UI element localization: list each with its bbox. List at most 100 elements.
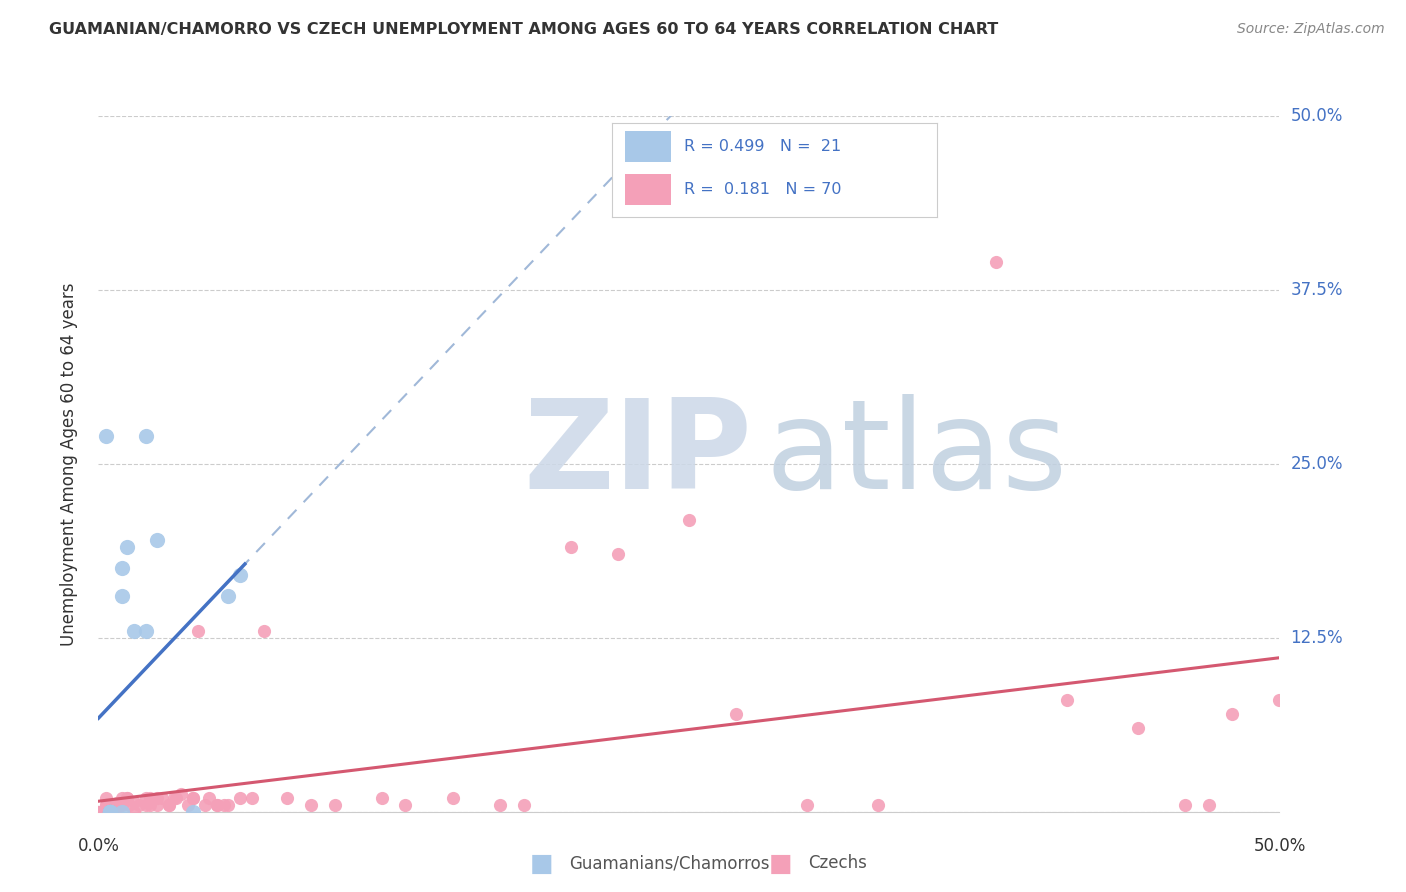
Point [98,805,121,819]
Point [181,790,204,805]
Point [1268,693,1291,707]
Point [98,805,121,819]
Point [87,805,110,819]
Text: Source: ZipAtlas.com: Source: ZipAtlas.com [1237,22,1385,37]
Point [135,790,157,805]
Point [98,805,121,819]
Point [128,797,150,812]
Text: atlas: atlas [766,394,1067,516]
Point [1198,797,1220,812]
Point [94,805,117,819]
Text: 25.0%: 25.0% [1291,455,1343,473]
Y-axis label: Unemployment Among Ages 60 to 64 years: Unemployment Among Ages 60 to 64 years [59,282,77,646]
Point [98,797,121,812]
Point [122,805,145,819]
Point [217,589,239,603]
Point [98,805,121,819]
Point [111,797,134,812]
Text: 0.0%: 0.0% [77,837,120,855]
Point [1056,693,1078,707]
Point [205,797,228,812]
Text: ■: ■ [530,852,553,875]
Point [198,790,221,805]
Point [98,805,121,819]
Text: GUAMANIAN/CHAMORRO VS CZECH UNEMPLOYMENT AMONG AGES 60 TO 64 YEARS CORRELATION C: GUAMANIAN/CHAMORRO VS CZECH UNEMPLOYMENT… [49,22,998,37]
Point [253,624,276,638]
Point [181,805,204,819]
Point [299,797,322,812]
Point [146,790,169,805]
Point [111,561,134,575]
Point [276,790,298,805]
Point [163,790,186,805]
Point [104,805,127,819]
Point [1174,797,1197,812]
Point [118,797,141,812]
Text: Guamanians/Chamorros: Guamanians/Chamorros [569,855,770,872]
Point [157,797,180,812]
Text: 12.5%: 12.5% [1291,629,1343,647]
Point [1220,707,1243,722]
Point [866,797,889,812]
Point [441,790,464,805]
Point [194,797,217,812]
Point [87,805,110,819]
Point [796,797,818,812]
Point [98,805,121,819]
Point [217,797,239,812]
Point [94,797,117,812]
Point [229,568,252,582]
Point [560,541,582,555]
Point [371,790,394,805]
Point [181,790,204,805]
Point [135,624,157,638]
Point [122,795,145,809]
Point [108,797,131,812]
Point [607,547,630,561]
Point [139,790,162,805]
Point [111,589,134,603]
Point [94,805,117,819]
Point [146,797,169,812]
Point [105,797,128,812]
Point [229,790,252,805]
Point [135,429,157,443]
Text: ■: ■ [769,852,792,875]
Text: 50.0%: 50.0% [1291,107,1343,125]
Text: Czechs: Czechs [808,855,868,872]
Point [984,255,1007,269]
Point [98,805,121,819]
Point [94,797,117,812]
Point [394,797,416,812]
Text: 50.0%: 50.0% [1253,837,1306,855]
Point [512,797,534,812]
Point [323,797,346,812]
Point [94,790,117,805]
Point [122,624,145,638]
Point [115,790,138,805]
Point [98,805,121,819]
Point [177,797,200,812]
Text: ZIP: ZIP [523,394,752,516]
Point [94,805,117,819]
Point [115,541,138,555]
Point [150,790,173,805]
Point [165,790,187,805]
Point [187,624,209,638]
Text: 37.5%: 37.5% [1291,281,1343,299]
Point [1126,721,1149,735]
Point [105,797,128,811]
Point [678,512,700,526]
Point [111,805,134,819]
Point [135,797,157,812]
Point [205,797,228,812]
Point [157,797,180,812]
Point [115,790,138,805]
Point [94,805,117,819]
Point [87,805,110,819]
Point [725,707,748,722]
Point [489,797,512,812]
Point [111,790,134,805]
Point [94,429,117,443]
Point [146,533,169,548]
